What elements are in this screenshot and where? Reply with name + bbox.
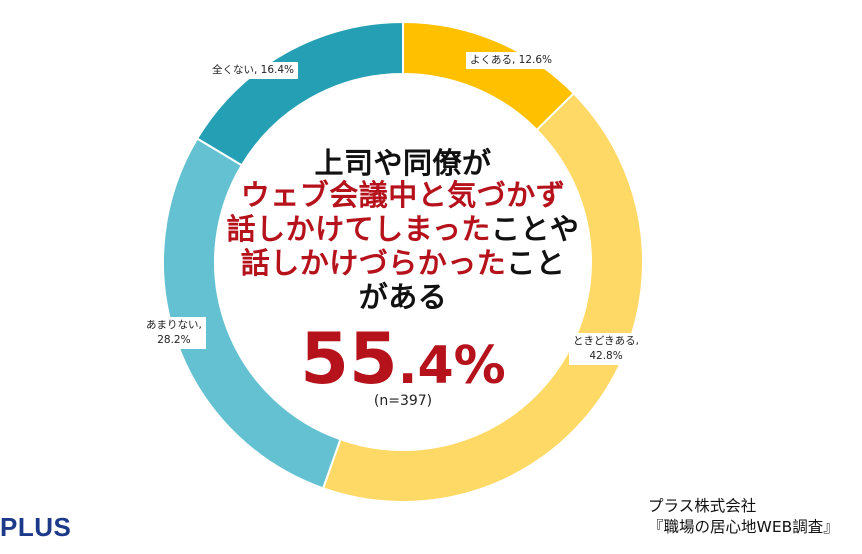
headline-line3-black: ことや (490, 212, 580, 246)
headline-line4-red: 話しかけづらかった (240, 246, 507, 280)
source-survey: 『職場の居心地WEB調査』 (648, 518, 839, 536)
headline-line4-black: こと (506, 246, 566, 280)
headline-line4: 話しかけづらかったこと (203, 240, 603, 282)
headline-line3-red: 話しかけてしまった (226, 212, 491, 246)
headline-line2: ウェブ会議中と気づかず (240, 178, 566, 212)
slice-label-あまりない: あまりない, 28.2% (142, 317, 206, 349)
source-credit: プラス株式会社 『職場の居心地WEB調査』 (648, 496, 839, 538)
slice-label-ときどきある: ときどきある, 42.8% (569, 333, 644, 365)
slice-label-よくある: よくある, 12.6% (466, 52, 557, 69)
source-company: プラス株式会社 (648, 497, 757, 515)
headline-line3: 話しかけてしまったことや (203, 206, 603, 248)
headline-percent-dec: .4% (397, 336, 506, 396)
plus-logo: PLUS (0, 512, 72, 542)
sample-size: (n=397) (373, 393, 433, 409)
headline-percent: 55.4% (203, 318, 603, 400)
headline-percent-int: 55 (300, 318, 398, 400)
slice-label-全くない: 全くない, 16.4% (208, 62, 299, 79)
donut-slice-ときどきある (321, 91, 644, 503)
headline-line1: 上司や同僚が (314, 146, 492, 180)
headline-line5: がある (358, 280, 448, 314)
donut-slice-よくある (402, 20, 576, 132)
donut-slice-全くない (195, 20, 404, 167)
